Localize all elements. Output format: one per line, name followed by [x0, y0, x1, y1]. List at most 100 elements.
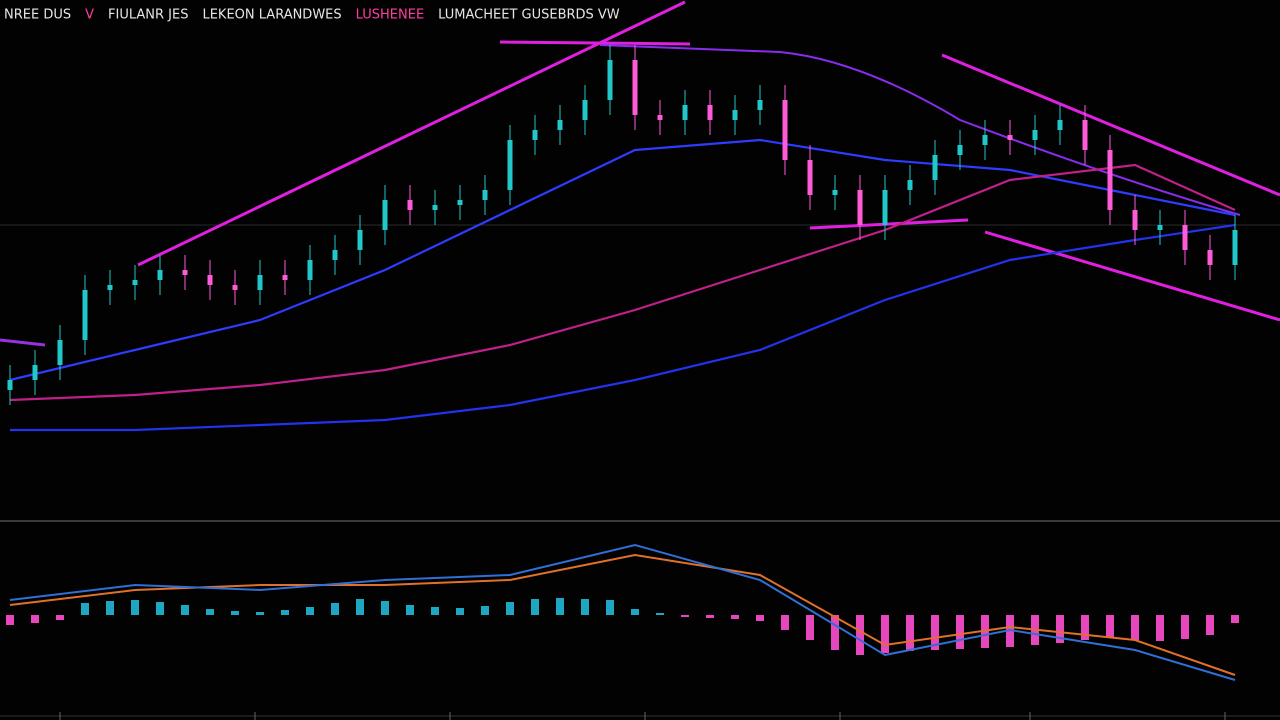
candle-body: [1007, 135, 1013, 140]
candle-body: [357, 230, 363, 250]
histogram-bar: [1106, 615, 1114, 638]
histogram-bar: [281, 610, 289, 615]
histogram-bar: [781, 615, 789, 630]
header-label: FIULANR JES: [108, 8, 188, 23]
candle-body: [1232, 230, 1238, 265]
candle-body: [32, 365, 38, 380]
histogram-bar: [1081, 615, 1089, 640]
histogram-bar: [831, 615, 839, 650]
histogram-bar: [906, 615, 914, 651]
candle-body: [282, 275, 288, 280]
histogram-bar: [731, 615, 739, 619]
histogram-bar: [706, 615, 714, 618]
candle-body: [7, 380, 13, 390]
candle-body: [782, 100, 788, 160]
histogram-bar: [1231, 615, 1239, 623]
histogram-bar: [381, 601, 389, 615]
header-label: NREE DUS: [4, 8, 71, 23]
histogram-bar: [956, 615, 964, 649]
histogram-bar: [56, 615, 64, 620]
candle-body: [57, 340, 63, 365]
macd-line: [9, 543, 1236, 681]
candle-body: [1132, 210, 1138, 230]
candle-body: [432, 205, 438, 210]
histogram-bar: [556, 598, 564, 615]
histogram-bar: [606, 600, 614, 615]
histogram-bar: [806, 615, 814, 640]
histogram-bar: [631, 609, 639, 615]
candle-body: [1157, 225, 1163, 230]
histogram-bar: [456, 608, 464, 615]
candle-body: [707, 105, 713, 120]
histogram-bar: [31, 615, 39, 623]
candle-body: [832, 190, 838, 195]
histogram-bar: [881, 615, 889, 653]
candle-body: [407, 200, 413, 210]
candle-body: [82, 290, 88, 340]
candle-body: [557, 120, 563, 130]
header-label: V: [85, 8, 94, 23]
trendline: [941, 53, 1280, 197]
candle-body: [382, 200, 388, 230]
candle-body: [257, 275, 263, 290]
candle-body: [207, 275, 213, 285]
histogram-bar: [1181, 615, 1189, 639]
candle-body: [657, 115, 663, 120]
histogram-bar: [756, 615, 764, 621]
candle-body: [907, 180, 913, 190]
signal-line: [9, 553, 1236, 676]
header-label: LUSHENEE: [356, 8, 425, 23]
histogram-bar: [506, 602, 514, 615]
histogram-bar: [181, 605, 189, 615]
trendline: [0, 338, 46, 347]
moving-average: [10, 223, 1236, 432]
histogram-bar: [256, 612, 264, 615]
histogram-bar: [1056, 615, 1064, 643]
candle-body: [1082, 120, 1088, 150]
candle-body: [307, 260, 313, 280]
histogram-bar: [431, 607, 439, 615]
candle-body: [182, 270, 188, 275]
candle-body: [732, 110, 738, 120]
candle-body: [157, 270, 163, 280]
candle-body: [757, 100, 763, 110]
candle-body: [857, 190, 863, 225]
histogram-bar: [931, 615, 939, 650]
candle-body: [957, 145, 963, 155]
candle-body: [107, 285, 113, 290]
candle-body: [457, 200, 463, 205]
trendline: [499, 40, 691, 46]
histogram-bar: [156, 602, 164, 615]
histogram-bar: [81, 603, 89, 615]
trendline: [984, 230, 1280, 322]
histogram-bar: [356, 599, 364, 615]
histogram-bar: [656, 613, 664, 615]
candle-body: [532, 130, 538, 140]
candle-body: [807, 160, 813, 195]
histogram-bar: [1156, 615, 1164, 641]
header-label: LUMACHEET GUSEBRDS VW: [438, 8, 620, 23]
candle-body: [607, 60, 613, 100]
histogram-bar: [231, 611, 239, 615]
candle-body: [932, 155, 938, 180]
histogram-bar: [481, 606, 489, 615]
candle-body: [1182, 225, 1188, 250]
candle-body: [482, 190, 488, 200]
candle-body: [632, 60, 638, 115]
histogram-bar: [131, 600, 139, 615]
trendline: [809, 218, 969, 230]
histogram-bar: [306, 607, 314, 615]
histogram-bar: [331, 603, 339, 615]
candle-body: [882, 190, 888, 225]
candle-body: [507, 140, 513, 190]
trendline: [599, 44, 1241, 216]
histogram-bar: [206, 609, 214, 615]
candle-body: [1057, 120, 1063, 130]
candle-body: [232, 285, 238, 290]
histogram-bar: [856, 615, 864, 655]
trendlines: [0, 0, 1280, 347]
candle-body: [332, 250, 338, 260]
